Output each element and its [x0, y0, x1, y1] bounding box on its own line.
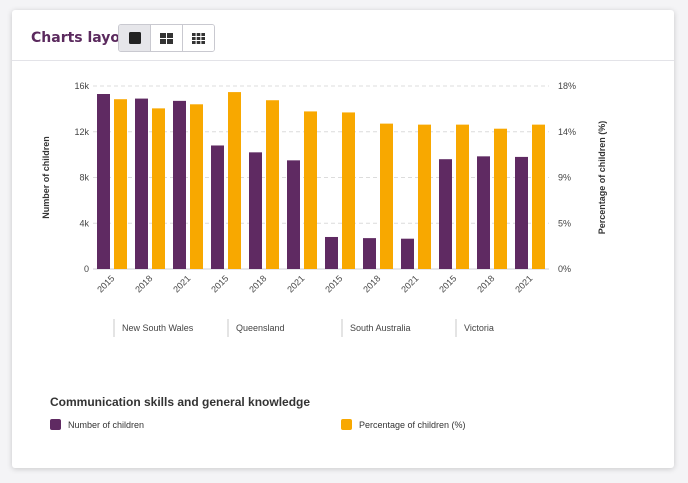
bar-number-of-children — [363, 238, 376, 269]
y2-tick-label: 5% — [558, 218, 571, 228]
bar-number-of-children — [173, 100, 186, 270]
y-tick-label: 4k — [79, 218, 89, 228]
y-axis-title: Number of children — [41, 136, 51, 219]
bar-number-of-children — [211, 145, 224, 269]
y2-tick-label: 18% — [558, 81, 576, 91]
bar-percentage-of-children — [228, 92, 241, 269]
y-tick-label: 8k — [79, 173, 89, 183]
bar-number-of-children — [325, 236, 338, 269]
bar-number-of-children — [515, 156, 528, 269]
bar-percentage-of-children — [190, 104, 203, 269]
legend-label-number: Number of children — [68, 419, 145, 430]
legend-label-percentage: Percentage of children (%) — [359, 419, 466, 430]
x-tick-label: 2021 — [285, 273, 306, 294]
legend-item-percentage[interactable]: Percentage of children (%) — [341, 419, 466, 430]
x-tick-label: 2015 — [437, 273, 458, 294]
bar-percentage-of-children — [456, 124, 469, 269]
x-tick-label: 2015 — [323, 273, 344, 294]
y-tick-label: 12k — [74, 127, 89, 137]
bar-number-of-children — [477, 156, 490, 269]
bar-number-of-children — [135, 98, 148, 269]
group-label: South Australia — [350, 323, 411, 333]
y2-tick-label: 14% — [558, 127, 576, 137]
group-label: Victoria — [464, 323, 494, 333]
single-square-icon — [128, 32, 141, 44]
x-tick-label: 2018 — [247, 273, 268, 294]
group-label: Queensland — [236, 323, 285, 333]
bar-number-of-children — [249, 152, 262, 269]
bar-chart: 0 0% 4k 5% 8k 9% 12k 14% 16k 18% 2015 2018 2021 2015 2… — [41, 81, 607, 337]
bar-percentage-of-children — [418, 124, 431, 269]
chart-toolbar: Charts layout: — [12, 10, 674, 61]
bar-percentage-of-children — [494, 128, 507, 269]
y-tick-label: 16k — [74, 81, 89, 91]
bar-percentage-of-children — [152, 108, 165, 269]
bar-percentage-of-children — [304, 111, 317, 270]
y-tick-label: 0 — [84, 264, 89, 274]
x-tick-label: 2018 — [475, 273, 496, 294]
legend-item-number[interactable]: Number of children — [50, 419, 144, 430]
bar-percentage-of-children — [342, 112, 355, 269]
y2-axis-title: Percentage of children (%) — [597, 121, 607, 235]
legend-swatch-percentage — [341, 419, 352, 430]
layout-toggle-group — [118, 24, 215, 52]
bar-percentage-of-children — [532, 124, 545, 269]
y2-tick-label: 9% — [558, 173, 571, 183]
x-tick-label: 2018 — [133, 273, 154, 294]
legend-title: Communication skills and general knowled… — [50, 395, 311, 409]
bar-number-of-children — [401, 238, 414, 269]
layout-single-button[interactable] — [119, 25, 151, 51]
legend-swatch-number — [50, 419, 61, 430]
x-tick-label: 2018 — [361, 273, 382, 294]
nine-grid-icon — [192, 32, 205, 44]
bar-number-of-children — [287, 160, 300, 269]
group-label: New South Wales — [122, 323, 194, 333]
x-tick-label: 2021 — [513, 273, 534, 294]
y2-tick-label: 0% — [558, 264, 571, 274]
bar-percentage-of-children — [114, 99, 127, 269]
layout-nine-button[interactable] — [183, 25, 214, 51]
x-tick-label: 2021 — [399, 273, 420, 294]
four-grid-icon — [160, 32, 173, 44]
charts-layout-title: Charts layout: — [31, 30, 143, 46]
bar-percentage-of-children — [266, 100, 279, 269]
bar-number-of-children — [97, 94, 110, 269]
bar-percentage-of-children — [380, 123, 393, 269]
bar-number-of-children — [439, 159, 452, 269]
layout-four-button[interactable] — [151, 25, 183, 51]
x-tick-label: 2015 — [95, 273, 116, 294]
x-tick-label: 2021 — [171, 273, 192, 294]
x-tick-label: 2015 — [209, 273, 230, 294]
chart-card: Charts layout: — [12, 10, 674, 468]
